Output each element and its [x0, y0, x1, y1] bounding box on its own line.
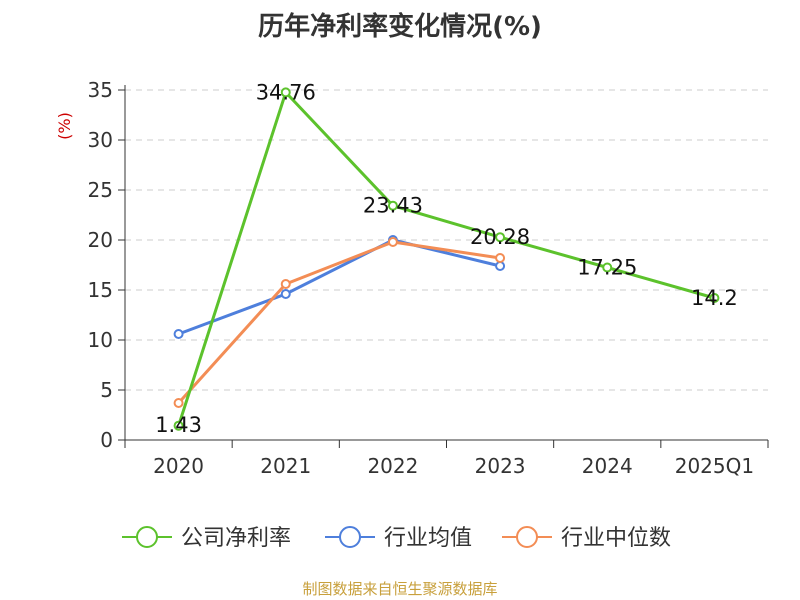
data-label: 14.2 [691, 286, 738, 310]
data-point [280, 289, 291, 299]
data-point [602, 262, 613, 273]
y-tick-label: 5 [100, 378, 113, 402]
data-point [173, 398, 184, 408]
data-point [173, 420, 184, 431]
y-tick-label: 20 [88, 228, 113, 252]
data-label: 23.43 [363, 194, 423, 218]
data-point [495, 261, 506, 271]
data-point [280, 279, 291, 289]
x-tick-label: 2020 [153, 454, 204, 478]
legend-label: 公司净利率 [181, 526, 291, 551]
y-tick-label: 25 [88, 178, 113, 202]
series-line [177, 240, 501, 405]
data-source-note: 制图数据来自恒生聚源数据库 [302, 580, 498, 598]
legend-marker [516, 526, 538, 548]
data-point [709, 293, 720, 303]
data-point [173, 329, 184, 339]
legend-label: 行业均值 [384, 526, 472, 551]
legend-label: 行业中位数 [561, 526, 671, 551]
chart-title: 历年净利率变化情况(%) [258, 12, 542, 42]
y-tick-label: 10 [88, 328, 113, 352]
data-label: 1.43 [155, 413, 202, 437]
y-tick-label: 0 [100, 428, 113, 452]
series-line [178, 238, 501, 336]
x-tick-label: 2021 [260, 454, 311, 478]
series-line [177, 90, 715, 427]
y-tick-label: 15 [88, 278, 113, 302]
data-label: 17.25 [577, 256, 637, 280]
data-point [387, 200, 398, 211]
x-tick-label: 2023 [475, 454, 526, 478]
legend-marker [339, 526, 361, 548]
x-tick-label: 2024 [582, 454, 633, 478]
data-point [387, 237, 398, 247]
x-tick-label: 2025Q1 [675, 454, 754, 478]
data-label: 20.28 [470, 225, 530, 249]
data-point [495, 253, 506, 263]
y-tick-label: 35 [88, 78, 113, 102]
y-axis-label: (%) [55, 112, 74, 140]
legend-marker [136, 526, 158, 548]
data-point [495, 232, 506, 243]
data-label: 34.76 [256, 80, 316, 104]
data-point [280, 87, 291, 98]
x-tick-label: 2022 [367, 454, 418, 478]
y-tick-label: 30 [88, 128, 113, 152]
